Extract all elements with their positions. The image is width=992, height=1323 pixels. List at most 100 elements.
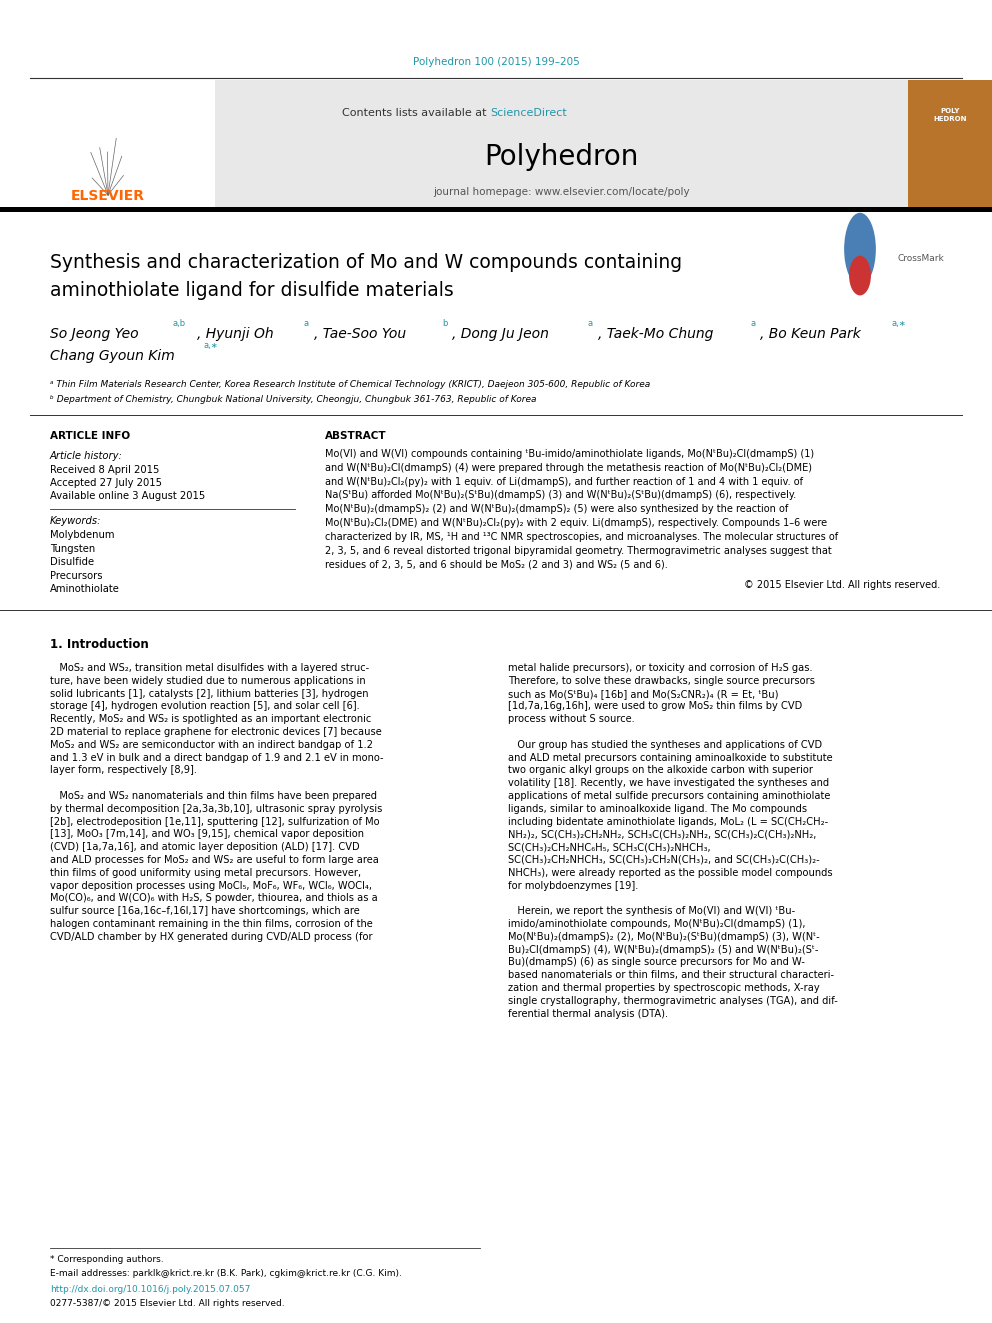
Text: 2D material to replace graphene for electronic devices [7] because: 2D material to replace graphene for elec… <box>50 728 382 737</box>
Text: ELSEVIER: ELSEVIER <box>71 189 145 202</box>
Text: Mo(NᵗBu)₂Cl₂(DME) and W(NᵗBu)₂Cl₂(py)₂ with 2 equiv. Li(dmampS), respectively. C: Mo(NᵗBu)₂Cl₂(DME) and W(NᵗBu)₂Cl₂(py)₂ w… <box>325 519 827 528</box>
Text: Herein, we report the synthesis of Mo(VI) and W(VI) ᵗBu-: Herein, we report the synthesis of Mo(VI… <box>508 906 796 917</box>
Text: for molybdoenzymes [19].: for molybdoenzymes [19]. <box>508 881 639 890</box>
Text: thin films of good uniformity using metal precursors. However,: thin films of good uniformity using meta… <box>50 868 361 877</box>
Text: aminothiolate ligand for disulfide materials: aminothiolate ligand for disulfide mater… <box>50 282 453 300</box>
Text: So Jeong Yeo: So Jeong Yeo <box>50 327 139 341</box>
Text: and ALD processes for MoS₂ and WS₂ are useful to form large area: and ALD processes for MoS₂ and WS₂ are u… <box>50 855 379 865</box>
Text: a: a <box>304 319 310 328</box>
Text: (CVD) [1a,7a,16], and atomic layer deposition (ALD) [17]. CVD: (CVD) [1a,7a,16], and atomic layer depos… <box>50 843 360 852</box>
Text: ᵇ Department of Chemistry, Chungbuk National University, Cheongju, Chungbuk 361-: ᵇ Department of Chemistry, Chungbuk Nati… <box>50 396 537 405</box>
Text: solid lubricants [1], catalysts [2], lithium batteries [3], hydrogen: solid lubricants [1], catalysts [2], lit… <box>50 688 368 699</box>
Text: ARTICLE INFO: ARTICLE INFO <box>50 431 130 441</box>
Text: MoS₂ and WS₂ are semiconductor with an indirect bandgap of 1.2: MoS₂ and WS₂ are semiconductor with an i… <box>50 740 373 750</box>
Text: Recently, MoS₂ and WS₂ is spotlighted as an important electronic: Recently, MoS₂ and WS₂ is spotlighted as… <box>50 714 371 724</box>
Text: and 1.3 eV in bulk and a direct bandgap of 1.9 and 2.1 eV in mono-: and 1.3 eV in bulk and a direct bandgap … <box>50 753 384 762</box>
Text: ScienceDirect: ScienceDirect <box>490 108 566 118</box>
Text: Keywords:: Keywords: <box>50 516 101 527</box>
Text: http://dx.doi.org/10.1016/j.poly.2015.07.057: http://dx.doi.org/10.1016/j.poly.2015.07… <box>50 1286 250 1294</box>
Text: and W(NᵗBu)₂Cl₂(py)₂ with 1 equiv. of Li(dmampS), and further reaction of 1 and : and W(NᵗBu)₂Cl₂(py)₂ with 1 equiv. of Li… <box>325 476 803 487</box>
Text: Therefore, to solve these drawbacks, single source precursors: Therefore, to solve these drawbacks, sin… <box>508 676 815 685</box>
Text: 2, 3, 5, and 6 reveal distorted trigonal bipyramidal geometry. Thermogravimetric: 2, 3, 5, and 6 reveal distorted trigonal… <box>325 545 831 556</box>
Bar <box>0 206 992 212</box>
Text: a,b: a,b <box>172 319 186 328</box>
Text: process without S source.: process without S source. <box>508 714 635 724</box>
Text: , Bo Keun Park: , Bo Keun Park <box>760 327 861 341</box>
Text: 0277-5387/© 2015 Elsevier Ltd. All rights reserved.: 0277-5387/© 2015 Elsevier Ltd. All right… <box>50 1299 285 1308</box>
Text: [13], MoO₃ [7m,14], and WO₃ [9,15], chemical vapor deposition: [13], MoO₃ [7m,14], and WO₃ [9,15], chem… <box>50 830 364 839</box>
Text: ture, have been widely studied due to numerous applications in: ture, have been widely studied due to nu… <box>50 676 366 685</box>
Bar <box>908 79 992 208</box>
Text: Mo(NᵗBu)₂(dmampS)₂ (2), Mo(NᵗBu)₂(SᵗBu)(dmampS) (3), W(Nᵗ-: Mo(NᵗBu)₂(dmampS)₂ (2), Mo(NᵗBu)₂(SᵗBu)(… <box>508 931 819 942</box>
Text: storage [4], hydrogen evolution reaction [5], and solar cell [6].: storage [4], hydrogen evolution reaction… <box>50 701 360 712</box>
Text: Article history:: Article history: <box>50 451 123 460</box>
Text: imido/aminothiolate compounds, Mo(NᵗBu)₂Cl(dmampS) (1),: imido/aminothiolate compounds, Mo(NᵗBu)₂… <box>508 919 806 929</box>
Text: characterized by IR, MS, ¹H and ¹³C NMR spectroscopies, and microanalyses. The m: characterized by IR, MS, ¹H and ¹³C NMR … <box>325 532 838 542</box>
Text: CrossMark: CrossMark <box>898 254 944 263</box>
Text: , Taek-Mo Chung: , Taek-Mo Chung <box>597 327 713 341</box>
Text: ᵃ Thin Film Materials Research Center, Korea Research Institute of Chemical Tech: ᵃ Thin Film Materials Research Center, K… <box>50 381 650 389</box>
Text: Mo(CO)₆, and W(CO)₆ with H₂S, S powder, thiourea, and thiols as a: Mo(CO)₆, and W(CO)₆ with H₂S, S powder, … <box>50 893 378 904</box>
Bar <box>215 79 908 208</box>
Text: a,∗: a,∗ <box>891 319 906 328</box>
Text: * Corresponding authors.: * Corresponding authors. <box>50 1256 164 1265</box>
Text: © 2015 Elsevier Ltd. All rights reserved.: © 2015 Elsevier Ltd. All rights reserved… <box>744 579 940 590</box>
Text: Polyhedron: Polyhedron <box>484 143 638 171</box>
Text: NHCH₃), were already reported as the possible model compounds: NHCH₃), were already reported as the pos… <box>508 868 832 877</box>
Text: Mo(VI) and W(VI) compounds containing ᵗBu-imido/aminothiolate ligands, Mo(NᵗBu)₂: Mo(VI) and W(VI) compounds containing ᵗB… <box>325 448 814 459</box>
Text: metal halide precursors), or toxicity and corrosion of H₂S gas.: metal halide precursors), or toxicity an… <box>508 663 812 673</box>
Text: Polyhedron 100 (2015) 199–205: Polyhedron 100 (2015) 199–205 <box>413 57 579 67</box>
Text: Synthesis and characterization of Mo and W compounds containing: Synthesis and characterization of Mo and… <box>50 254 682 273</box>
Text: by thermal decomposition [2a,3a,3b,10], ultrasonic spray pyrolysis: by thermal decomposition [2a,3a,3b,10], … <box>50 804 382 814</box>
Text: , Dong Ju Jeon: , Dong Ju Jeon <box>451 327 549 341</box>
Text: Precursors: Precursors <box>50 570 102 581</box>
Text: Chang Gyoun Kim: Chang Gyoun Kim <box>50 349 175 363</box>
Text: E-mail addresses: parklk@krict.re.kr (B.K. Park), cgkim@krict.re.kr (C.G. Kim).: E-mail addresses: parklk@krict.re.kr (B.… <box>50 1269 402 1278</box>
Text: Accepted 27 July 2015: Accepted 27 July 2015 <box>50 478 162 488</box>
Text: Contents lists available at: Contents lists available at <box>342 108 490 118</box>
Text: MoS₂ and WS₂ nanomaterials and thin films have been prepared: MoS₂ and WS₂ nanomaterials and thin film… <box>50 791 377 800</box>
Text: Mo(NᵗBu)₂(dmampS)₂ (2) and W(NᵗBu)₂(dmampS)₂ (5) were also synthesized by the re: Mo(NᵗBu)₂(dmampS)₂ (2) and W(NᵗBu)₂(dmam… <box>325 504 789 515</box>
Text: Na(SᵗBu) afforded Mo(NᵗBu)₂(SᵗBu)(dmampS) (3) and W(NᵗBu)₂(SᵗBu)(dmampS) (6), re: Na(SᵗBu) afforded Mo(NᵗBu)₂(SᵗBu)(dmampS… <box>325 491 797 500</box>
Ellipse shape <box>849 255 871 295</box>
Text: 1. Introduction: 1. Introduction <box>50 639 149 651</box>
Text: Bu)(dmampS) (6) as single source precursors for Mo and W-: Bu)(dmampS) (6) as single source precurs… <box>508 958 805 967</box>
Text: journal homepage: www.elsevier.com/locate/poly: journal homepage: www.elsevier.com/locat… <box>433 187 689 197</box>
Text: MoS₂ and WS₂, transition metal disulfides with a layered struc-: MoS₂ and WS₂, transition metal disulfide… <box>50 663 369 673</box>
Text: a: a <box>587 319 593 328</box>
Text: halogen contaminant remaining in the thin films, corrosion of the: halogen contaminant remaining in the thi… <box>50 919 373 929</box>
Text: NH₂)₂, SC(CH₃)₂CH₂NH₂, SCH₃C(CH₃)₂NH₂, SC(CH₃)₂C(CH₃)₂NH₂,: NH₂)₂, SC(CH₃)₂CH₂NH₂, SCH₃C(CH₃)₂NH₂, S… <box>508 830 816 839</box>
Text: Tungsten: Tungsten <box>50 544 95 553</box>
Text: two organic alkyl groups on the alkoxide carbon with superior: two organic alkyl groups on the alkoxide… <box>508 766 813 775</box>
Text: such as Mo(SᵗBu)₄ [16b] and Mo(S₂CNR₂)₄ (R = Et, ᵗBu): such as Mo(SᵗBu)₄ [16b] and Mo(S₂CNR₂)₄ … <box>508 688 779 699</box>
Text: SC(CH₃)₂CH₂NHCH₃, SC(CH₃)₂CH₂N(CH₃)₂, and SC(CH₃)₂C(CH₃)₂-: SC(CH₃)₂CH₂NHCH₃, SC(CH₃)₂CH₂N(CH₃)₂, an… <box>508 855 819 865</box>
Text: volatility [18]. Recently, we have investigated the syntheses and: volatility [18]. Recently, we have inves… <box>508 778 829 789</box>
Text: Our group has studied the syntheses and applications of CVD: Our group has studied the syntheses and … <box>508 740 822 750</box>
Text: including bidentate aminothiolate ligands, MoL₂ (L = SC(CH₂CH₂-: including bidentate aminothiolate ligand… <box>508 816 828 827</box>
Text: a,∗: a,∗ <box>203 341 218 349</box>
Text: POLY
HEDRON: POLY HEDRON <box>933 108 967 122</box>
Text: layer form, respectively [8,9].: layer form, respectively [8,9]. <box>50 766 197 775</box>
Text: SC(CH₃)₂CH₂NHC₆H₅, SCH₃C(CH₃)₂NHCH₃,: SC(CH₃)₂CH₂NHC₆H₅, SCH₃C(CH₃)₂NHCH₃, <box>508 843 710 852</box>
Text: residues of 2, 3, 5, and 6 should be MoS₂ (2 and 3) and WS₂ (5 and 6).: residues of 2, 3, 5, and 6 should be MoS… <box>325 560 668 569</box>
Text: zation and thermal properties by spectroscopic methods, X-ray: zation and thermal properties by spectro… <box>508 983 819 994</box>
Text: CVD/ALD chamber by HX generated during CVD/ALD process (for: CVD/ALD chamber by HX generated during C… <box>50 931 373 942</box>
Text: Molybdenum: Molybdenum <box>50 531 114 540</box>
Text: , Tae-Soo You: , Tae-Soo You <box>313 327 406 341</box>
Text: Bu)₂Cl(dmampS) (4), W(NᵗBu)₂(dmampS)₂ (5) and W(NᵗBu)₂(Sᵗ-: Bu)₂Cl(dmampS) (4), W(NᵗBu)₂(dmampS)₂ (5… <box>508 945 818 955</box>
Text: Available online 3 August 2015: Available online 3 August 2015 <box>50 491 205 501</box>
Text: single crystallography, thermogravimetric analyses (TGA), and dif-: single crystallography, thermogravimetri… <box>508 996 838 1005</box>
Text: Received 8 April 2015: Received 8 April 2015 <box>50 464 160 475</box>
Text: Aminothiolate: Aminothiolate <box>50 583 120 594</box>
Text: ferential thermal analysis (DTA).: ferential thermal analysis (DTA). <box>508 1008 669 1019</box>
Text: ABSTRACT: ABSTRACT <box>325 431 387 441</box>
Text: and ALD metal precursors containing aminoalkoxide to substitute: and ALD metal precursors containing amin… <box>508 753 832 762</box>
Ellipse shape <box>844 213 876 286</box>
Text: , Hyunji Oh: , Hyunji Oh <box>196 327 274 341</box>
Text: b: b <box>441 319 447 328</box>
Text: ligands, similar to aminoalkoxide ligand. The Mo compounds: ligands, similar to aminoalkoxide ligand… <box>508 804 807 814</box>
Text: based nanomaterials or thin films, and their structural characteri-: based nanomaterials or thin films, and t… <box>508 970 834 980</box>
Text: and W(NᵗBu)₂Cl(dmampS) (4) were prepared through the metathesis reaction of Mo(N: and W(NᵗBu)₂Cl(dmampS) (4) were prepared… <box>325 463 812 472</box>
Text: [2b], electrodeposition [1e,11], sputtering [12], sulfurization of Mo: [2b], electrodeposition [1e,11], sputter… <box>50 816 380 827</box>
Text: vapor deposition processes using MoCl₅, MoF₆, WF₆, WCl₆, WOCl₄,: vapor deposition processes using MoCl₅, … <box>50 881 372 890</box>
